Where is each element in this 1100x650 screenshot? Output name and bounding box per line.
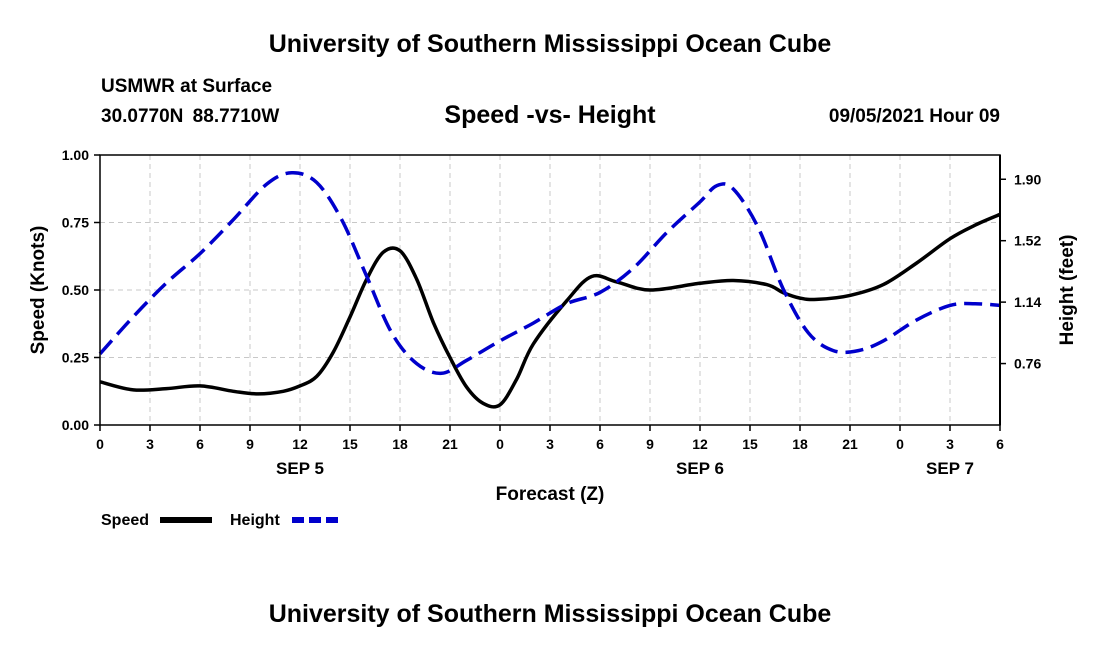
x-tick-label: 18 — [792, 436, 808, 452]
x-tick-label: 21 — [842, 436, 858, 452]
x-date-label: SEP 5 — [276, 459, 324, 478]
y2-tick-label: 0.76 — [1014, 356, 1041, 372]
x-tick-label: 0 — [96, 436, 104, 452]
y-tick-label: 1.00 — [62, 147, 89, 163]
x-tick-label: 3 — [146, 436, 154, 452]
forecast-datetime: 09/05/2021 Hour 09 — [828, 106, 1000, 127]
station-coordinates: 30.0770N 88.7710W — [101, 106, 280, 127]
x-tick-label: 0 — [496, 436, 504, 452]
x-tick-label: 6 — [196, 436, 204, 452]
x-tick-label: 9 — [646, 436, 654, 452]
x-tick-label: 15 — [742, 436, 758, 452]
x-date-label: SEP 6 — [676, 459, 724, 478]
y-tick-label: 0.00 — [62, 417, 89, 433]
x-tick-label: 12 — [292, 436, 308, 452]
series-height-line — [98, 171, 1001, 376]
x-tick-label: 12 — [692, 436, 708, 452]
legend-height-label: Height — [230, 512, 280, 529]
y-tick-label: 0.75 — [62, 215, 89, 231]
y2-tick-label: 1.52 — [1014, 233, 1041, 249]
x-tick-label: 3 — [946, 436, 954, 452]
x-date-label: SEP 7 — [926, 459, 974, 478]
y-axis-label: Speed (Knots) — [28, 226, 49, 355]
series-layer — [98, 171, 1001, 409]
x-tick-label: 6 — [996, 436, 1004, 452]
y2-tick-label: 1.90 — [1014, 171, 1041, 187]
y-tick-label: 0.25 — [62, 350, 89, 366]
legend-speed-label: Speed — [101, 512, 149, 529]
x-tick-label: 3 — [546, 436, 554, 452]
series-speed-line — [99, 212, 1001, 409]
x-tick-label: 6 — [596, 436, 604, 452]
page-title: University of Southern Mississippi Ocean… — [268, 30, 832, 58]
footer-title: University of Southern Mississippi Ocean… — [268, 600, 832, 628]
x-tick-label: 18 — [392, 436, 408, 452]
y2-axis-label: Height (feet) — [1057, 235, 1078, 346]
chart-title: Speed -vs- Height — [444, 101, 656, 129]
legend: Speed Height — [101, 512, 342, 529]
y-tick-label: 0.50 — [62, 282, 89, 298]
x-axis-label: Forecast (Z) — [496, 484, 605, 505]
x-tick-label: 21 — [442, 436, 458, 452]
x-tick-label: 9 — [246, 436, 254, 452]
x-tick-label: 15 — [342, 436, 358, 452]
axes-layer: 0 3 6 9 12 15 18 21 0 3 6 9 12 15 18 21 0 3 6 SEP 5 SEP 6 SEP… — [62, 147, 1042, 478]
x-tick-label: 0 — [896, 436, 904, 452]
y2-tick-label: 1.14 — [1014, 294, 1041, 310]
grid — [100, 155, 1000, 425]
station-name: USMWR at Surface — [101, 76, 273, 97]
